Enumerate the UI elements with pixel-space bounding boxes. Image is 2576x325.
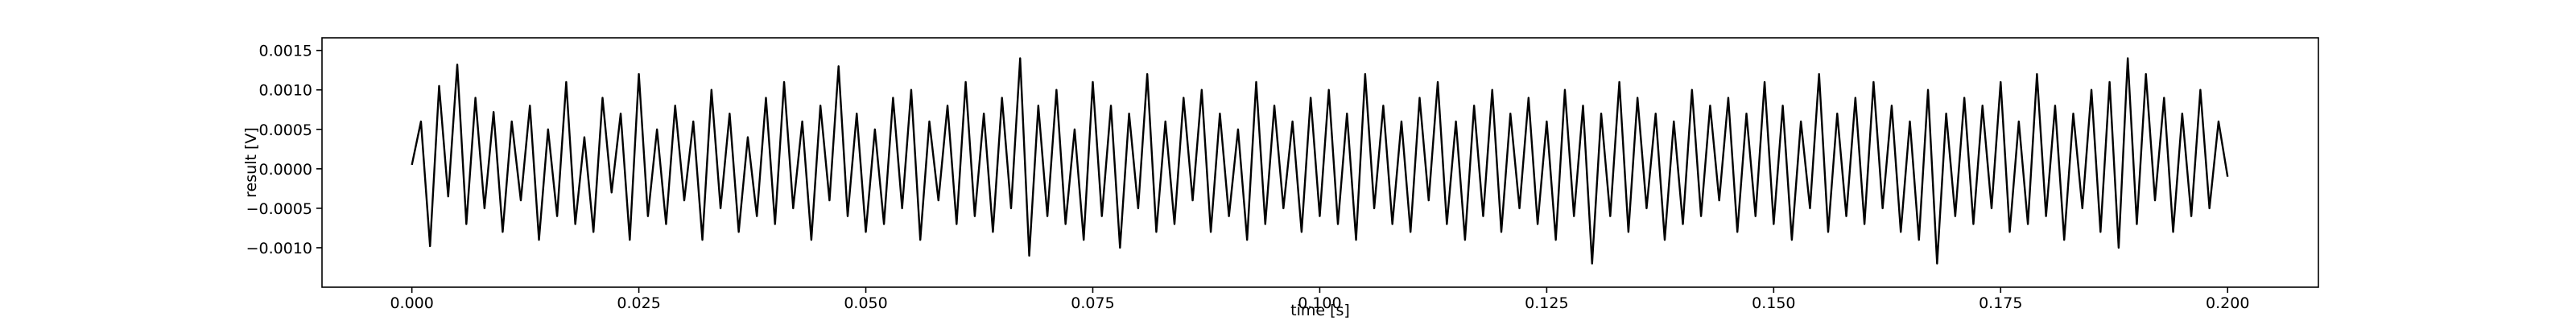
- y-axis-label: result [V]: [242, 127, 260, 198]
- x-tick-label: 0.100: [1298, 294, 1341, 312]
- x-tick-label: 0.125: [1525, 294, 1568, 312]
- x-axis-label: time [s]: [1290, 302, 1350, 319]
- x-tick-label: 0.075: [1071, 294, 1114, 312]
- x-tick-label: 0.000: [390, 294, 433, 312]
- signal-line: [411, 57, 2229, 265]
- axes-frame: [321, 37, 2319, 288]
- y-tick-label: −0.0005: [246, 200, 312, 218]
- x-tick-label: 0.200: [2206, 294, 2249, 312]
- x-tick-label: 0.175: [1979, 294, 2022, 312]
- y-tick-label: 0.0005: [259, 121, 312, 139]
- y-tick-label: 0.0010: [259, 82, 312, 100]
- y-tick-label: −0.0010: [246, 240, 312, 257]
- x-tick-label: 0.150: [1752, 294, 1795, 312]
- y-tick-label: 0.0015: [259, 43, 312, 60]
- x-tick-label: 0.025: [617, 294, 660, 312]
- x-tick-label: 0.050: [844, 294, 887, 312]
- y-tick-label: 0.0000: [259, 161, 312, 179]
